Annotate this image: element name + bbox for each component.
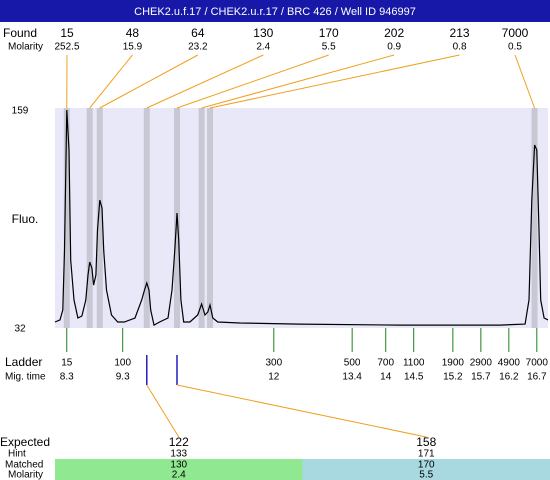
found-molarity: 0.8 [453,42,467,53]
peak-band [198,108,205,328]
ladder-size: 300 [265,358,282,369]
matched-molarity: 5.5 [419,470,433,480]
matched-box [302,459,550,480]
ladder-size: 1900 [442,358,465,369]
found-size: 202 [384,26,404,40]
found-connector [209,54,460,109]
ladder-size: 4900 [498,358,521,369]
found-molarity: 0.9 [387,42,401,53]
hint-value: 171 [418,449,435,460]
ladder-time: 12 [268,372,280,383]
title-bar [0,0,550,22]
ladder-time: 8.3 [60,372,74,383]
expected-value: 122 [169,435,189,449]
ladder-time: 16.2 [499,372,519,383]
found-molarity: 5.5 [322,42,336,53]
peak-band [96,108,103,328]
matched-box [55,459,303,480]
found-size: 64 [191,26,205,40]
found-molarity: 2.4 [256,42,270,53]
ladder-size: 15 [61,358,73,369]
peak-band [86,108,93,328]
found-size: 15 [60,26,74,40]
ladder-size: 1100 [403,358,425,369]
expected-value: 158 [416,435,436,449]
ladder-label: Ladder [5,355,42,369]
found-molarity: 23.2 [188,42,208,53]
mig-time-label: Mig. time [5,372,46,383]
peak-band [143,108,150,328]
found-label: Found [3,26,37,40]
y-tick-label: 159 [12,106,29,117]
found-molarity: 252.5 [54,42,79,53]
ladder-size: 700 [377,358,394,369]
expected-connector [176,384,427,438]
ladder-time: 16.7 [527,372,547,383]
ladder-size: 100 [114,358,131,369]
hint-label: Hint [8,449,26,460]
expected-molarity-label: Molarity [8,470,43,480]
y-axis-label: Fluo. [12,212,39,226]
plot-area [55,108,548,328]
y-tick-label: 32 [14,324,26,335]
ladder-time: 14.5 [404,372,424,383]
found-connector [146,54,264,109]
found-molarity: 15.9 [123,42,143,53]
ladder-time: 13.4 [342,372,362,383]
molarity-label: Molarity [8,42,43,53]
found-connector [514,54,536,109]
matched-value: 130 [170,460,187,471]
found-molarity: 0.5 [508,42,522,53]
matched-value: 170 [418,460,435,471]
found-connector [176,54,329,109]
ladder-size: 7000 [526,358,549,369]
found-size: 170 [319,26,339,40]
ladder-time: 14 [380,372,392,383]
expected-label: Expected [0,435,50,449]
found-connector [89,54,133,109]
found-size: 48 [126,26,140,40]
ladder-size: 500 [344,358,361,369]
chart-title: CHEK2.u.f.17 / CHEK2.u.r.17 / BRC 426 / … [134,6,416,18]
trace-line [54,109,549,327]
ladder-size: 2900 [470,358,493,369]
expected-connector [146,384,180,438]
matched-label: Matched [5,460,43,471]
found-size: 7000 [502,26,529,40]
ladder-time: 9.3 [116,372,130,383]
peak-band [531,108,538,328]
found-connector [99,54,199,109]
hint-value: 133 [170,449,187,460]
peak-band [207,108,214,328]
ladder-time: 15.7 [471,372,491,383]
found-size: 213 [450,26,470,40]
found-size: 130 [253,26,273,40]
matched-molarity: 2.4 [172,470,186,480]
found-connector [201,54,395,109]
peak-band [63,108,70,328]
ladder-time: 15.2 [443,372,463,383]
